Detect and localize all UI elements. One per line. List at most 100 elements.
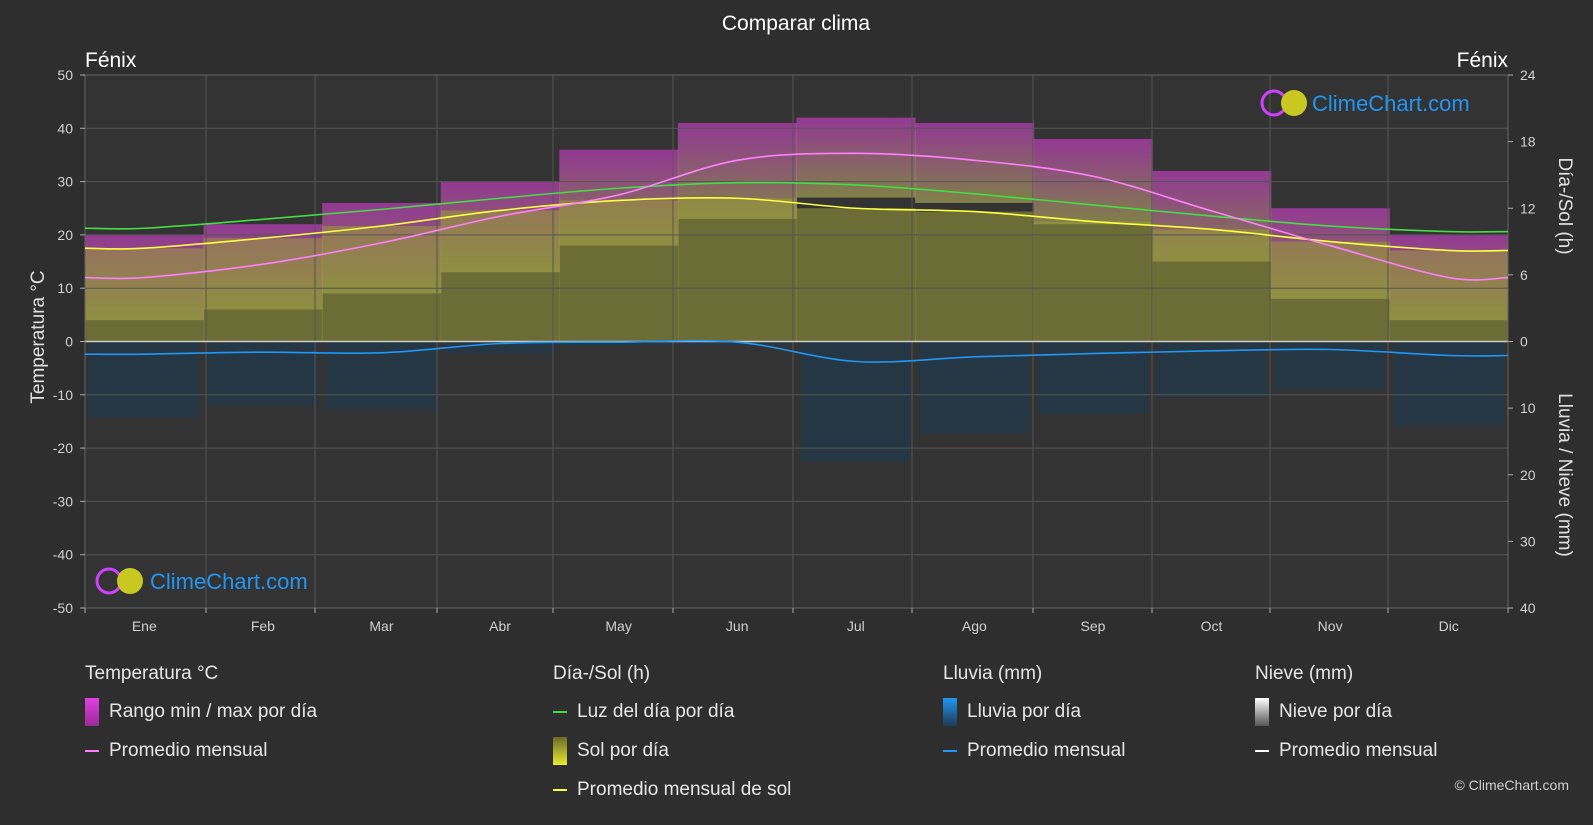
legend-snow-avg-label: Promedio mensual xyxy=(1279,740,1438,761)
legend-rain-day: Lluvia por día xyxy=(943,698,1125,726)
legend-temperature: Temperatura °C Rango min / max por día P… xyxy=(85,662,317,778)
y-right-bottom-tick-label: 30 xyxy=(1520,533,1536,549)
legend-sun: Día-/Sol (h) Luz del día por día Sol por… xyxy=(553,662,791,817)
sunshine-bar xyxy=(677,198,797,342)
sunshine-bar xyxy=(915,211,1035,342)
sunshine-bar xyxy=(796,208,916,342)
legend-rain-avg-label: Promedio mensual xyxy=(967,740,1126,761)
y-left-tick-label: -20 xyxy=(53,440,73,456)
rain-bar xyxy=(326,341,437,410)
legend-daylight-label: Luz del día por día xyxy=(577,701,735,722)
legend-sun-title: Día-/Sol (h) xyxy=(553,663,651,684)
legend-temp-range-label: Rango min / max por día xyxy=(109,701,318,722)
legend-temp-avg: Promedio mensual xyxy=(85,739,317,763)
sunshine-bar xyxy=(1033,221,1153,342)
logo-sun-icon xyxy=(117,568,143,594)
sunshine-bar xyxy=(1270,241,1390,342)
copyright: © ClimeChart.com xyxy=(1454,777,1569,793)
logo-sun-icon xyxy=(1281,90,1307,116)
logo-top: ClimeChart.com xyxy=(1260,89,1470,117)
axis-right-top-label: Día-/Sol (h) xyxy=(1554,157,1575,254)
x-tick-label: Jul xyxy=(847,618,865,634)
x-tick-label: Oct xyxy=(1201,618,1223,634)
rain-bar xyxy=(681,341,793,346)
y-right-bottom-tick-label: 40 xyxy=(1520,600,1536,616)
y-right-bottom-tick-label: 10 xyxy=(1520,400,1536,416)
chart-title: Comparar clima xyxy=(722,12,871,35)
sunshine-bar xyxy=(1389,250,1509,342)
legend-snow-day-label: Nieve por día xyxy=(1279,701,1393,722)
rain-bar xyxy=(800,341,912,462)
legend-temp-range: Rango min / max por día xyxy=(85,698,318,726)
sunshine-bar xyxy=(322,226,442,342)
rain-bar xyxy=(207,341,319,406)
y-left-tick-label: -10 xyxy=(53,387,73,403)
rain-avg-line xyxy=(84,339,1509,363)
y-left-tick-label: -50 xyxy=(53,600,73,616)
axis-ticks: 50 40 30 20 10 0 -10 -20 -30 -40 -50 24 18 12 6 0 10 20 30… xyxy=(53,67,1536,634)
x-tick-label: Abr xyxy=(489,618,511,634)
temp-avg-line xyxy=(84,152,1509,281)
rain-bar xyxy=(444,341,556,354)
y-right-top-tick-label: 6 xyxy=(1520,267,1528,283)
sunshine-bar xyxy=(1152,229,1272,342)
sunshine-bar xyxy=(559,200,679,342)
legend-sunshine-label: Sol por día xyxy=(577,740,669,761)
y-left-tick-label: 20 xyxy=(57,227,73,243)
legend-daylight: Luz del día por día xyxy=(553,700,791,724)
y-left-tick-label: 0 xyxy=(65,334,73,350)
rain-avg-swatch xyxy=(943,750,957,752)
axis-right-bottom-label: Lluvia / Nieve (mm) xyxy=(1554,393,1575,557)
daylight-swatch xyxy=(553,711,567,713)
y-left-tick-label: 40 xyxy=(57,120,73,136)
y-right-top-tick-label: 0 xyxy=(1520,334,1528,350)
x-tick-label: Nov xyxy=(1318,618,1343,634)
sunshine-avg-line xyxy=(84,196,1509,252)
logo-text-bottom: ClimeChart.com xyxy=(150,569,308,594)
legend-snow-title: Nieve (mm) xyxy=(1255,663,1354,684)
sunshine-bands xyxy=(85,198,1509,342)
legend-snow-avg: Promedio mensual xyxy=(1255,739,1437,763)
logo-text-top: ClimeChart.com xyxy=(1312,91,1470,116)
rain-swatch xyxy=(943,698,957,726)
sunshine-bar xyxy=(440,210,560,342)
y-right-bottom-tick-label: 20 xyxy=(1520,467,1536,483)
legend-snow-day: Nieve por día xyxy=(1255,698,1437,726)
x-tick-label: Sep xyxy=(1080,618,1105,634)
legend-snow: Nieve (mm) Nieve por día Promedio mensua… xyxy=(1255,662,1437,778)
y-right-top-tick-label: 12 xyxy=(1520,200,1536,216)
legend-rain: Lluvia (mm) Lluvia por día Promedio mens… xyxy=(943,662,1125,778)
y-right-top-tick-label: 18 xyxy=(1520,134,1536,150)
x-tick-label: Mar xyxy=(369,618,393,634)
temp-range-swatch xyxy=(85,698,99,726)
legend-rain-avg: Promedio mensual xyxy=(943,739,1125,763)
x-tick-label: Feb xyxy=(251,618,275,634)
legend-rain-day-label: Lluvia por día xyxy=(967,701,1082,722)
sunshine-bar xyxy=(85,248,205,342)
x-tick-label: Ene xyxy=(132,618,157,634)
daylight-line xyxy=(84,181,1509,233)
legend-rain-title: Lluvia (mm) xyxy=(943,663,1043,684)
y-left-tick-label: 30 xyxy=(57,174,73,190)
rain-bar xyxy=(563,341,674,346)
snow-avg-swatch xyxy=(1255,750,1269,752)
x-tick-label: Dic xyxy=(1439,618,1459,634)
temp-range-band xyxy=(915,122,1035,203)
legend-sunshine-avg-label: Promedio mensual de sol xyxy=(577,779,792,800)
legend-sunshine-avg: Promedio mensual de sol xyxy=(553,778,791,802)
snow-swatch xyxy=(1255,698,1269,726)
temp-avg-swatch xyxy=(85,750,99,752)
y-right-top-tick-label: 24 xyxy=(1520,67,1536,83)
legend-temp-avg-label: Promedio mensual xyxy=(109,740,268,761)
x-tick-label: Jun xyxy=(726,618,749,634)
x-tick-label: May xyxy=(605,618,631,634)
axis-left-label: Temperatura °C xyxy=(28,270,49,403)
x-tick-label: Ago xyxy=(962,618,987,634)
sunshine-avg-swatch xyxy=(553,789,567,791)
series-lines xyxy=(84,152,1509,363)
logo-bottom: ClimeChart.com xyxy=(95,567,308,595)
legend-sunshine: Sol por día xyxy=(553,737,791,765)
location-right: Fénix xyxy=(1457,49,1509,72)
y-left-tick-label: 50 xyxy=(57,67,73,83)
